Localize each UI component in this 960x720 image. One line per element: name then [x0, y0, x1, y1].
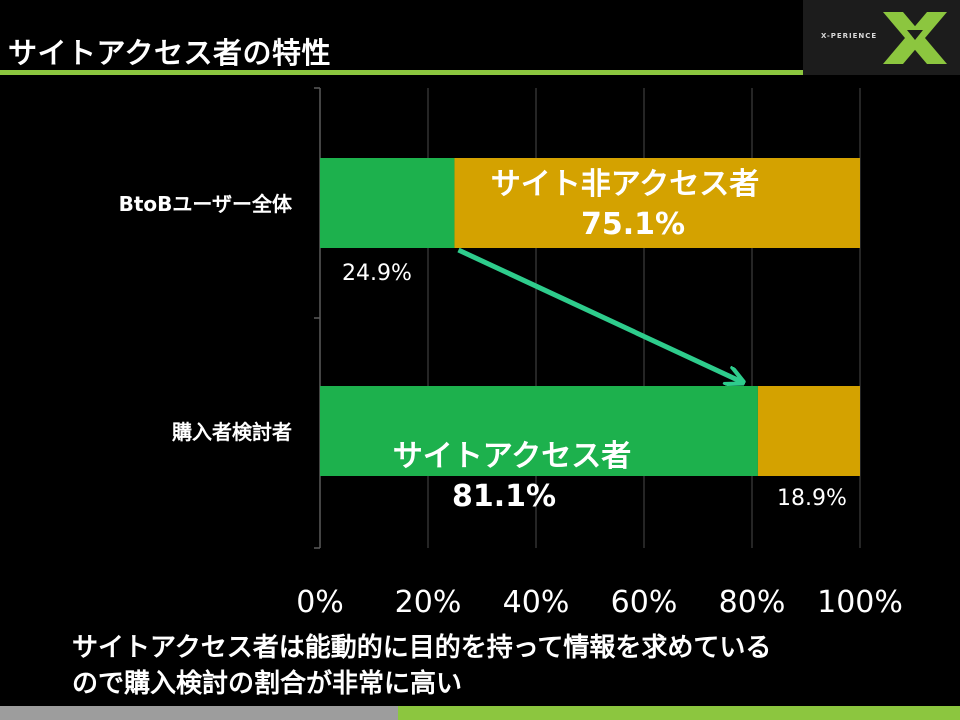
footer-text-line1: サイトアクセス者は能動的に目的を持って情報を求めている [72, 633, 772, 663]
non-access-small-value: 18.9% [777, 486, 847, 511]
category-label: 購入者検討者 [172, 420, 292, 444]
bar-segment [320, 158, 455, 248]
access-label: サイトアクセス者 [393, 439, 632, 474]
footer-bar-green [398, 706, 960, 720]
slide-title: サイトアクセス者の特性 [8, 36, 332, 70]
x-tick-label: 80% [719, 585, 786, 620]
bar-segment [757, 386, 860, 476]
category-label: BtoBユーザー全体 [119, 192, 293, 216]
x-tick-label: 20% [395, 585, 462, 620]
bar-segment [320, 386, 758, 476]
non-access-label: サイト非アクセス者 [491, 167, 760, 202]
bar-segment [454, 158, 860, 248]
x-tick-label: 0% [296, 585, 344, 620]
logo-text: X-PERIENCE [821, 32, 878, 40]
x-tick-label: 60% [611, 585, 678, 620]
footer-bar-gray [0, 706, 398, 720]
logo-x-icon [883, 12, 947, 64]
trend-arrow [457, 247, 741, 382]
title-underline [0, 70, 803, 75]
footer-text-line2: ので購入検討の割合が非常に高い [72, 669, 463, 699]
non-access-value: 75.1% [581, 207, 685, 242]
x-tick-label: 40% [503, 585, 570, 620]
access-value: 81.1% [452, 479, 556, 514]
x-tick-label: 100% [817, 585, 903, 620]
logo-area: X-PERIENCE [803, 0, 960, 75]
access-small-value: 24.9% [342, 261, 412, 286]
